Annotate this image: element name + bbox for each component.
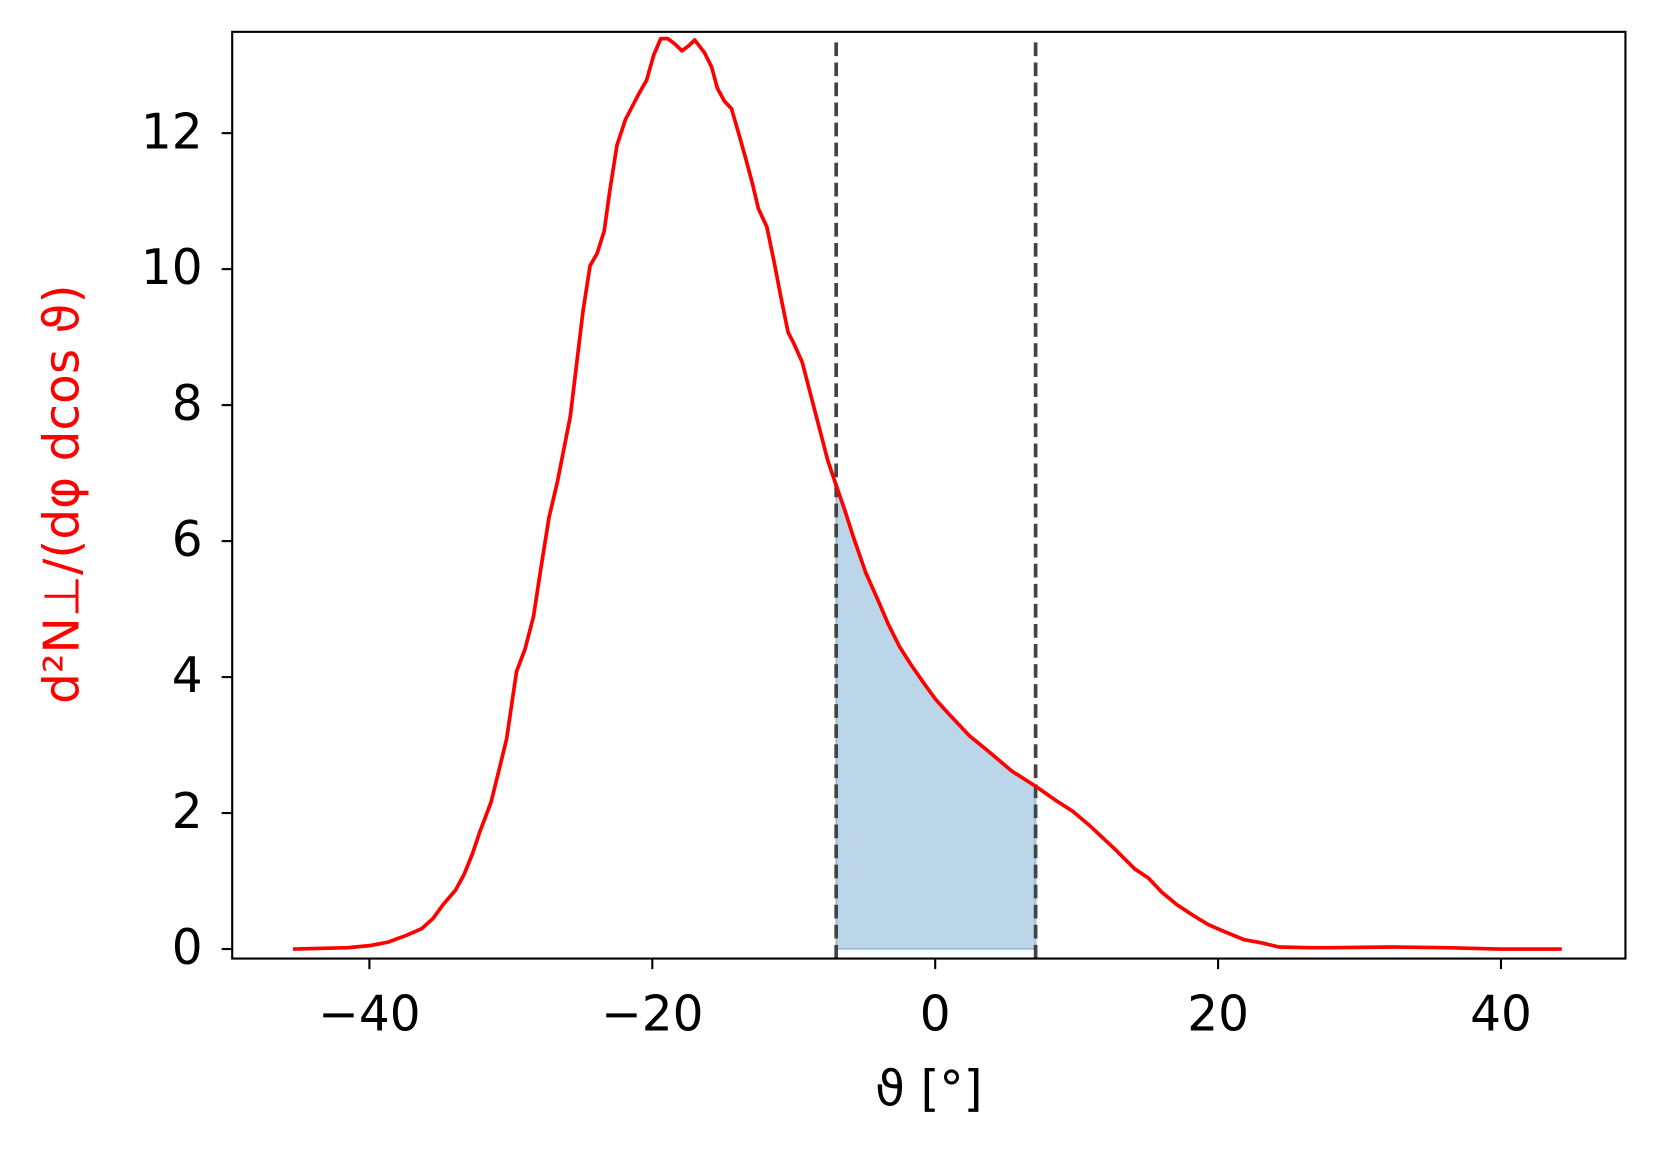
shaded-region <box>835 484 1037 951</box>
x-tick-label: 40 <box>1470 987 1532 1043</box>
y-tick-label: 0 <box>172 920 203 976</box>
x-axis-label: ϑ [°] <box>875 1062 983 1118</box>
x-tick-label: −20 <box>601 987 703 1043</box>
x-tick-label: 20 <box>1187 987 1249 1043</box>
y-tick-label: 12 <box>141 104 203 160</box>
x-tick-label: −40 <box>318 987 420 1043</box>
y-tick-label: 4 <box>172 648 203 704</box>
y-tick-label: 2 <box>172 784 203 840</box>
y-tick-label: 6 <box>172 512 203 568</box>
y-axis-label: d²N⊥/(dφ dcos ϑ) <box>34 284 90 703</box>
y-tick-label: 8 <box>172 376 203 432</box>
data-line <box>292 36 1562 951</box>
plot-frame <box>231 30 1627 960</box>
y-tick-label: 10 <box>141 240 203 296</box>
x-tick-label: 0 <box>920 987 951 1043</box>
